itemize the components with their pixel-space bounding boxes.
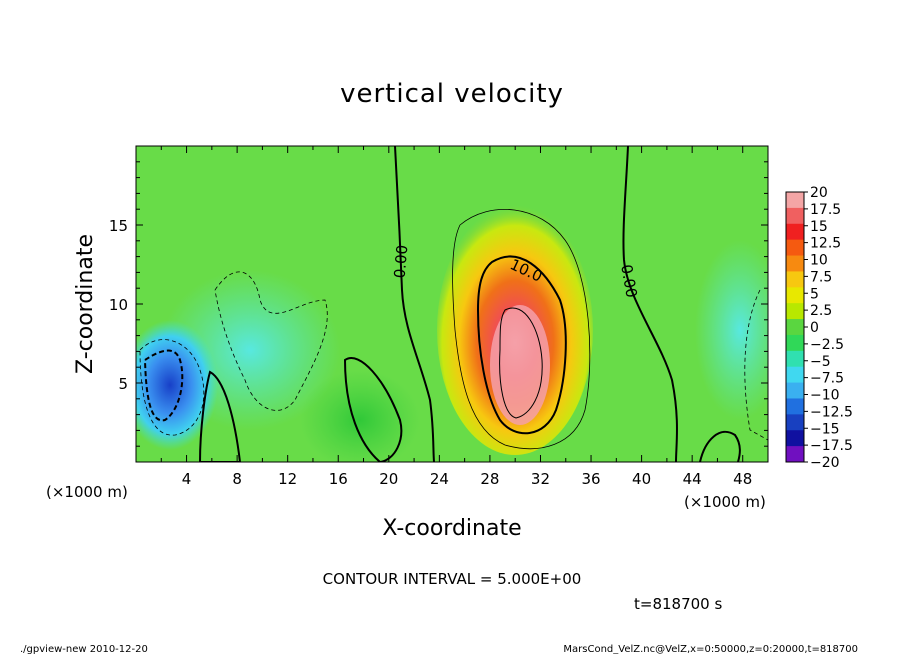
colorbar-swatch xyxy=(786,430,804,447)
colorbar-label: −15 xyxy=(810,421,840,437)
colorbar-label: 7.5 xyxy=(810,269,832,285)
x-axis: 4 8 12 16 20 24 28 32 36 40 44 48 xyxy=(160,146,769,488)
contour-zero-left xyxy=(394,146,435,462)
x-unit-right: (×1000 m) xyxy=(684,493,766,511)
chart-title: vertical velocity xyxy=(340,79,564,109)
colorbar-label: 2.5 xyxy=(810,303,832,319)
x-tick-label: 48 xyxy=(733,470,752,488)
y-tick-label: 10 xyxy=(109,296,128,314)
y-tick-label: 5 xyxy=(118,375,128,393)
colorbar-label: −12.5 xyxy=(810,404,853,420)
colorbar-swatch xyxy=(786,382,804,399)
colorbar-label: −7.5 xyxy=(810,371,844,387)
green-region-low xyxy=(300,370,420,462)
colorbar-swatch xyxy=(786,398,804,415)
x-tick-label: 20 xyxy=(379,470,398,488)
contour-5-low-mid xyxy=(343,357,403,462)
contour-neg5-right xyxy=(744,289,768,441)
x-tick-label: 28 xyxy=(480,470,499,488)
x-tick-label: 32 xyxy=(531,470,550,488)
colorbar-swatch xyxy=(786,287,804,304)
colorbar-label: 5 xyxy=(810,286,819,302)
colorbar-swatch xyxy=(786,207,804,225)
x-tick-label: 16 xyxy=(329,470,348,488)
contour-label-1: 0.00 xyxy=(391,244,412,279)
colorbar-swatch xyxy=(786,239,804,257)
time-text: t=818700 s xyxy=(634,595,722,613)
x-tick-label: 44 xyxy=(683,470,702,488)
colorbar-swatch xyxy=(786,446,804,463)
updraft-core xyxy=(490,305,550,425)
colorbar-label: −17.5 xyxy=(810,438,853,454)
y-tick-label: 15 xyxy=(109,217,128,235)
x-tick-label: 12 xyxy=(278,470,297,488)
colorbar-swatch xyxy=(786,414,804,431)
contour-5-low-right xyxy=(699,430,741,462)
contour-zero-right xyxy=(622,146,678,462)
y-axis: 5 10 15 xyxy=(109,161,768,447)
x-tick-label: 8 xyxy=(232,470,242,488)
colorbar-label: −5 xyxy=(810,354,831,370)
colorbar-label: −20 xyxy=(810,455,840,471)
contour-neg10 xyxy=(144,349,184,422)
colorbar-swatch xyxy=(786,271,804,288)
x-tick-label: 4 xyxy=(182,470,192,488)
colorbar-swatch xyxy=(786,223,804,241)
colorbar-label: 10 xyxy=(810,253,828,269)
colorbar-swatch xyxy=(786,366,804,384)
colorbar-swatch xyxy=(786,350,804,368)
colorbar-label: 12.5 xyxy=(810,236,841,252)
footer-right: MarsCond_VelZ.nc@VelZ,x=0:50000,z=0:2000… xyxy=(563,644,858,654)
y-axis-title: Z-coordinate xyxy=(73,234,98,374)
heatmap-field: 0.00 10.0 0.00 xyxy=(136,146,768,462)
contour-10 xyxy=(476,255,567,435)
contour-neg5-left xyxy=(139,339,205,436)
colorbar-label: 20 xyxy=(810,185,828,201)
colorbar-swatch xyxy=(786,192,804,209)
x-unit-left: (×1000 m) xyxy=(46,483,128,501)
colorbar-swatch xyxy=(786,255,804,272)
contour-label-3: 0.00 xyxy=(617,263,641,299)
contour-15 xyxy=(499,307,543,419)
colorbar-label: −10 xyxy=(810,388,840,404)
x-tick-label: 36 xyxy=(581,470,600,488)
colorbar-label: 0 xyxy=(810,320,819,336)
colorbar-label: 15 xyxy=(810,219,828,235)
colorbar-swatch xyxy=(786,319,804,336)
cyan-region-right xyxy=(695,240,768,420)
footer-left: ./gpview-new 2010-12-20 xyxy=(20,644,148,654)
colorbar-swatch xyxy=(786,334,804,352)
colorbar-label: −2.5 xyxy=(810,337,844,353)
x-tick-label: 40 xyxy=(632,470,651,488)
contour-5-low-left xyxy=(198,370,242,462)
colorbar: 2017.51512.5107.552.50−2.5−5−7.5−10−12.5… xyxy=(785,185,853,471)
contour-interval-text: CONTOUR INTERVAL = 5.000E+00 xyxy=(323,570,582,588)
contour-5 xyxy=(452,208,591,450)
x-axis-title: X-coordinate xyxy=(382,516,521,541)
colorbar-label: 17.5 xyxy=(810,202,841,218)
colorbar-swatch xyxy=(786,303,804,320)
x-tick-label: 24 xyxy=(430,470,449,488)
